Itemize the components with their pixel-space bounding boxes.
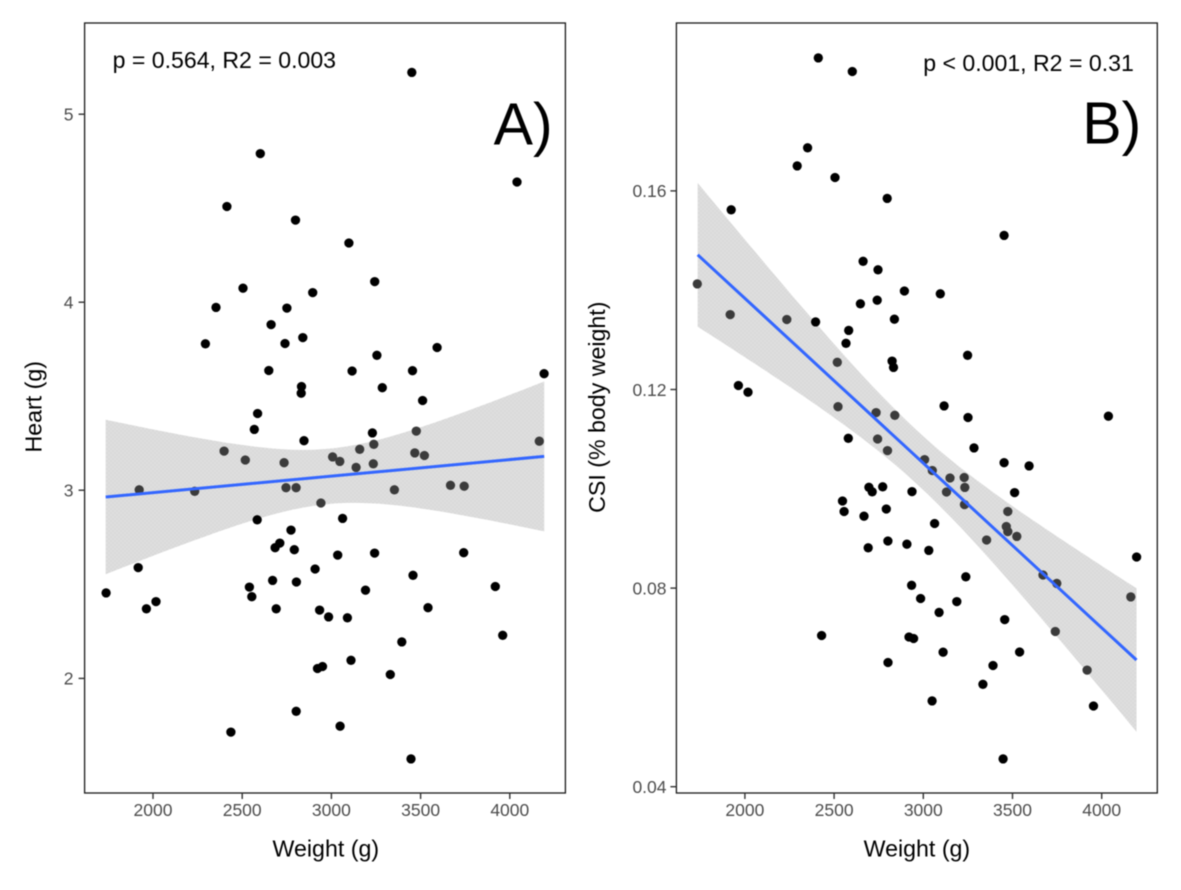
- svg-text:2500: 2500: [223, 800, 262, 820]
- svg-text:2000: 2000: [725, 800, 764, 820]
- svg-text:B): B): [1082, 91, 1141, 157]
- svg-text:0.08: 0.08: [632, 578, 666, 598]
- svg-text:3500: 3500: [401, 800, 440, 820]
- svg-text:CSI (% body weight): CSI (% body weight): [584, 302, 610, 513]
- svg-text:4: 4: [64, 293, 74, 313]
- svg-text:3000: 3000: [904, 800, 943, 820]
- svg-text:4000: 4000: [490, 800, 529, 820]
- svg-text:2500: 2500: [815, 800, 854, 820]
- svg-text:5: 5: [64, 105, 74, 125]
- svg-text:3500: 3500: [993, 800, 1032, 820]
- svg-text:4000: 4000: [1082, 800, 1121, 820]
- svg-text:A): A): [494, 92, 553, 158]
- svg-text:2000: 2000: [134, 800, 173, 820]
- svg-text:p = 0.564, R2 = 0.003: p = 0.564, R2 = 0.003: [113, 47, 336, 73]
- svg-text:0.04: 0.04: [632, 777, 666, 797]
- svg-text:0.12: 0.12: [632, 380, 666, 400]
- svg-text:p < 0.001, R2 = 0.31: p < 0.001, R2 = 0.31: [923, 50, 1134, 76]
- svg-text:Weight (g): Weight (g): [273, 836, 380, 862]
- svg-text:3000: 3000: [312, 800, 351, 820]
- svg-text:Weight (g): Weight (g): [864, 836, 971, 862]
- svg-text:2: 2: [64, 669, 74, 689]
- svg-text:0.16: 0.16: [632, 181, 666, 201]
- svg-text:Heart (g): Heart (g): [21, 361, 47, 452]
- svg-text:3: 3: [64, 481, 74, 501]
